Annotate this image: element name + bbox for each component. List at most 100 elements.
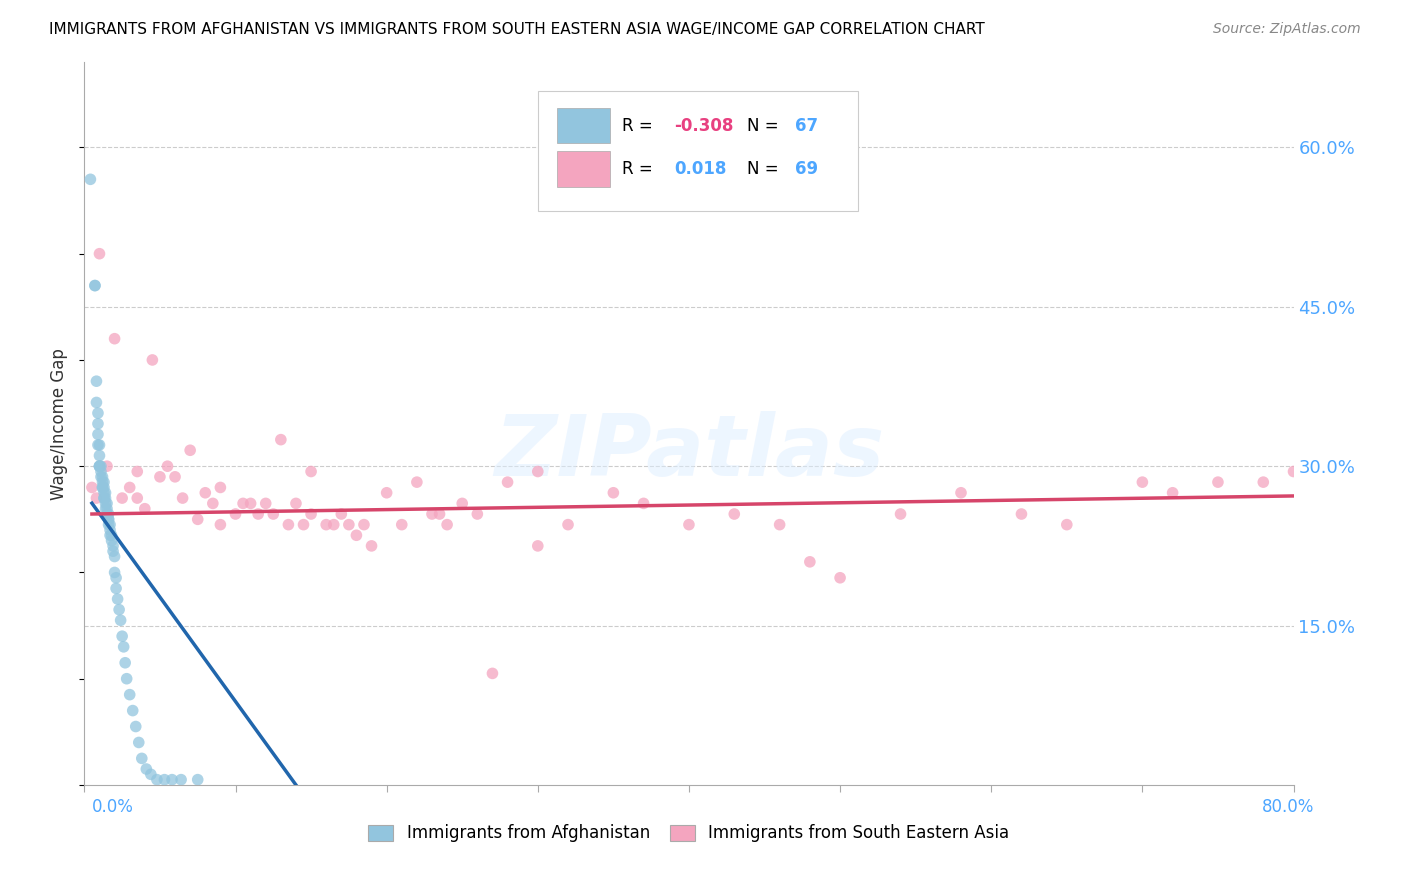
Point — [153, 772, 176, 787]
Point — [89, 438, 111, 452]
Point — [420, 507, 443, 521]
Text: 69: 69 — [796, 161, 818, 178]
Point — [799, 555, 821, 569]
Point — [91, 470, 114, 484]
Point — [105, 582, 128, 596]
Point — [91, 475, 114, 490]
Point — [118, 688, 141, 702]
Point — [139, 767, 162, 781]
Point — [481, 666, 503, 681]
Point — [723, 507, 745, 521]
Text: 0.018: 0.018 — [675, 161, 727, 178]
Point — [496, 475, 519, 490]
Point — [179, 443, 201, 458]
Point — [247, 507, 270, 521]
Point — [429, 507, 451, 521]
Point — [1282, 465, 1305, 479]
Point — [86, 491, 108, 505]
Point — [121, 704, 143, 718]
Point — [270, 433, 292, 447]
Point — [890, 507, 912, 521]
Point — [285, 496, 308, 510]
Point — [633, 496, 655, 510]
Point — [93, 480, 115, 494]
Y-axis label: Wage/Income Gap: Wage/Income Gap — [51, 348, 69, 500]
Point — [98, 517, 121, 532]
Point — [156, 459, 179, 474]
Text: 67: 67 — [796, 117, 818, 135]
Point — [209, 517, 232, 532]
Point — [89, 449, 111, 463]
Point — [111, 491, 134, 505]
Point — [160, 772, 183, 787]
Point — [149, 470, 172, 484]
Point — [114, 656, 136, 670]
Point — [97, 512, 120, 526]
Point — [172, 491, 194, 505]
Point — [108, 602, 131, 616]
Point — [87, 438, 110, 452]
Point — [391, 517, 413, 532]
Point — [87, 417, 110, 431]
Point — [557, 517, 579, 532]
Point — [104, 332, 127, 346]
Point — [337, 517, 360, 532]
Point — [104, 549, 127, 564]
Point — [769, 517, 792, 532]
Point — [187, 512, 209, 526]
Point — [89, 459, 111, 474]
Point — [1161, 485, 1184, 500]
Point — [127, 491, 149, 505]
Point — [86, 374, 108, 388]
Point — [90, 465, 112, 479]
Point — [375, 485, 398, 500]
Point — [96, 501, 118, 516]
Point — [79, 172, 101, 186]
Text: IMMIGRANTS FROM AFGHANISTAN VS IMMIGRANTS FROM SOUTH EASTERN ASIA WAGE/INCOME GA: IMMIGRANTS FROM AFGHANISTAN VS IMMIGRANT… — [49, 22, 986, 37]
Point — [187, 772, 209, 787]
Point — [134, 501, 156, 516]
Point — [107, 592, 129, 607]
Point — [1011, 507, 1033, 521]
Point — [91, 480, 114, 494]
FancyBboxPatch shape — [557, 152, 610, 186]
Point — [165, 470, 187, 484]
Point — [135, 762, 157, 776]
Point — [209, 480, 232, 494]
Point — [527, 465, 550, 479]
Text: Source: ZipAtlas.com: Source: ZipAtlas.com — [1213, 22, 1361, 37]
Point — [1130, 475, 1153, 490]
Point — [94, 491, 117, 505]
Point — [322, 517, 344, 532]
Point — [262, 507, 284, 521]
Text: ZIPatlas: ZIPatlas — [494, 411, 884, 494]
Point — [678, 517, 700, 532]
Point — [1056, 517, 1078, 532]
Point — [84, 278, 107, 293]
Point — [830, 571, 852, 585]
Point — [100, 528, 122, 542]
Point — [330, 507, 353, 521]
Point — [141, 353, 163, 368]
Point — [125, 719, 148, 733]
Point — [100, 533, 122, 548]
Point — [94, 501, 117, 516]
Point — [115, 672, 138, 686]
Text: R =: R = — [623, 161, 654, 178]
Point — [86, 395, 108, 409]
Point — [94, 496, 117, 510]
Point — [602, 485, 624, 500]
FancyBboxPatch shape — [538, 91, 858, 211]
Point — [254, 496, 277, 510]
Point — [194, 485, 217, 500]
Point — [93, 491, 115, 505]
Point — [118, 480, 141, 494]
Point — [201, 496, 224, 510]
Point — [111, 629, 134, 643]
Point — [93, 491, 115, 505]
Point — [451, 496, 474, 510]
Point — [93, 475, 115, 490]
Point — [112, 640, 135, 654]
Legend: Immigrants from Afghanistan, Immigrants from South Eastern Asia: Immigrants from Afghanistan, Immigrants … — [361, 818, 1017, 849]
Point — [1206, 475, 1229, 490]
